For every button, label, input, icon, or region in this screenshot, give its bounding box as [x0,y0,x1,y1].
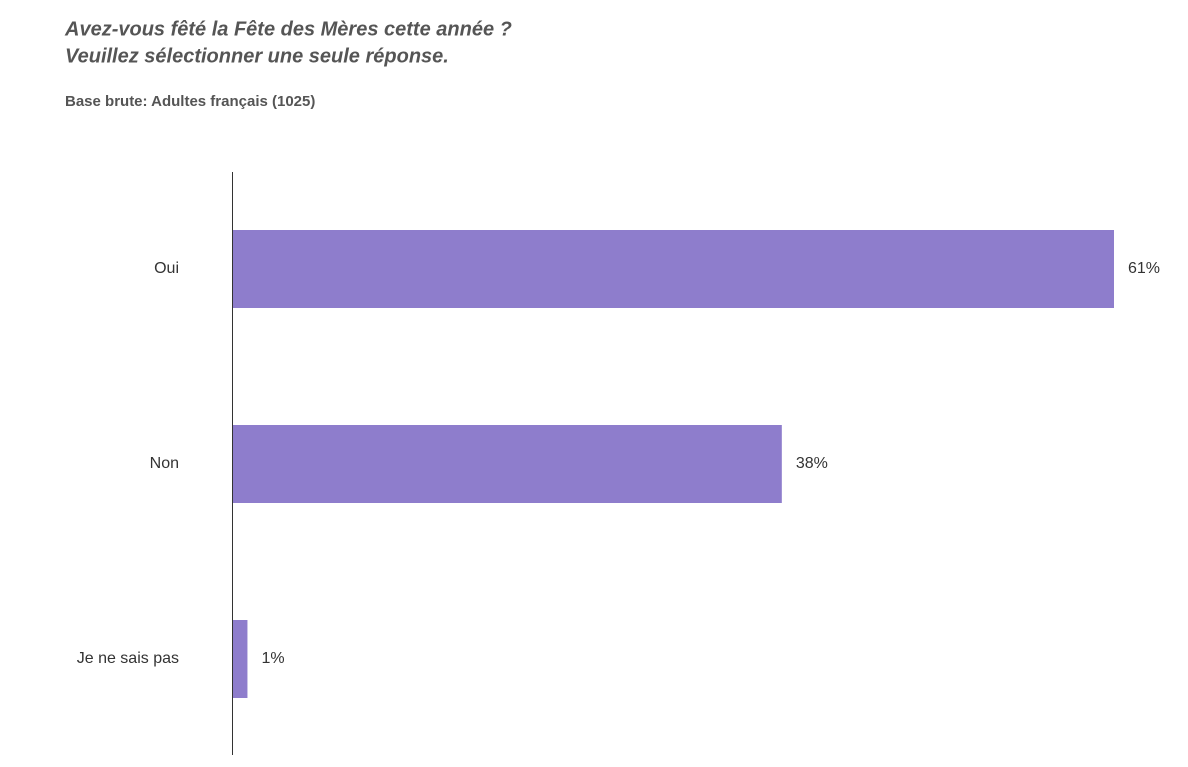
bar [233,230,1114,308]
chart-title: Veuillez sélectionner une seule réponse. [65,45,449,67]
bar [233,620,248,698]
category-label: Non [150,455,179,472]
value-label: 61% [1128,260,1160,277]
category-label: Oui [154,260,179,277]
value-label: 38% [796,455,828,472]
bar [233,425,782,503]
chart-title: Avez-vous fêté la Fête des Mères cette a… [64,18,512,40]
value-label: 1% [261,650,284,667]
category-label: Je ne sais pas [77,650,179,667]
chart-subtitle: Base brute: Adultes français (1025) [65,93,315,110]
